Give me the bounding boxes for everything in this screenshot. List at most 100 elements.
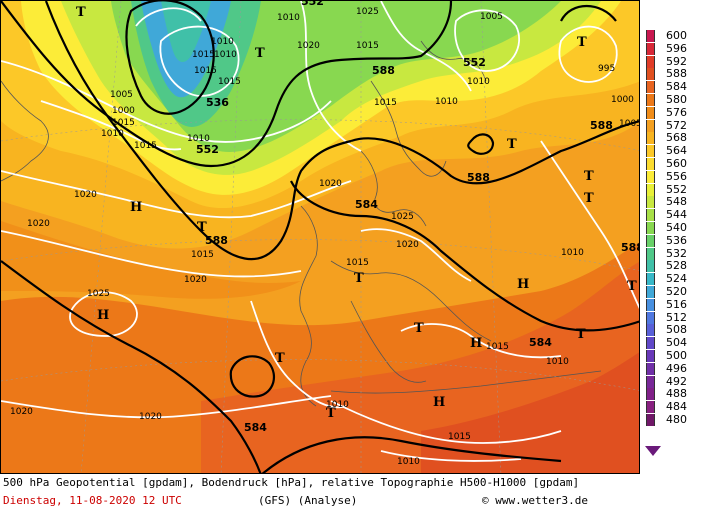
- legend-label: 588: [666, 67, 687, 81]
- pressure-label: 1020: [184, 275, 207, 285]
- legend-row: 496: [642, 362, 702, 375]
- pressure-label: 1010: [397, 457, 420, 467]
- pressure-label: 1025: [87, 289, 110, 299]
- grid-lines: [1, 1, 639, 473]
- pressure-label: 1020: [319, 179, 342, 189]
- pressure-label: 995: [598, 64, 615, 74]
- legend-label: 492: [666, 374, 687, 388]
- legend-swatch: [646, 388, 655, 401]
- legend-swatch: [646, 273, 655, 286]
- legend-label: 564: [666, 144, 687, 158]
- legend-row: 532: [642, 246, 702, 260]
- legend-swatch: [646, 375, 655, 388]
- legend-row: 556: [642, 169, 702, 183]
- geopotential-label: 552: [463, 56, 486, 69]
- legend-row: 548: [642, 195, 702, 209]
- legend-swatch: [646, 81, 655, 94]
- pressure-label: 1020: [139, 412, 162, 422]
- legend-label: 592: [666, 54, 687, 68]
- pressure-label: 1010: [211, 37, 234, 47]
- pressure-label: 1025: [391, 212, 414, 222]
- legend-swatch: [646, 286, 655, 298]
- low-marker: T: [577, 35, 587, 50]
- geopotential-label: 588: [590, 119, 613, 132]
- geopotential-label: 584: [529, 336, 552, 349]
- pressure-label: 1015: [194, 66, 217, 76]
- low-marker: T: [197, 220, 207, 235]
- pressure-label: 1015: [191, 250, 214, 260]
- high-marker: H: [433, 395, 445, 410]
- legend-swatch: [646, 260, 655, 273]
- low-marker: T: [627, 279, 637, 294]
- legend-row: 520: [642, 285, 702, 298]
- high-marker: H: [130, 200, 142, 215]
- legend-row: 544: [642, 208, 702, 222]
- legend-swatch: [646, 222, 655, 234]
- legend-swatch: [646, 234, 655, 247]
- low-marker: T: [275, 351, 285, 366]
- low-marker: T: [414, 321, 424, 336]
- legend-label: 508: [666, 323, 687, 337]
- pressure-label: 1020: [297, 41, 320, 51]
- geopotential-label-group: 552 536 552 588 552 588 588 584 588 584 …: [196, 1, 639, 434]
- legend-label: 528: [666, 259, 687, 273]
- legend-swatch: [646, 158, 655, 170]
- legend-swatch: [646, 94, 655, 106]
- pressure-label-group: 1010 1015 1010 1010 1015 1020 1025 1005 …: [10, 7, 640, 467]
- legend-row: 536: [642, 234, 702, 247]
- pressure-label: 1010: [214, 50, 237, 60]
- legend-label: 580: [666, 93, 687, 106]
- legend-swatch: [646, 298, 655, 311]
- pressure-label: 1010: [277, 13, 300, 23]
- low-marker: T: [76, 5, 86, 20]
- band-528: [161, 1, 211, 63]
- band-576: [1, 221, 301, 299]
- low-marker: T: [584, 191, 594, 206]
- pressure-label: 1010: [326, 400, 349, 410]
- legend-row: 524: [642, 272, 702, 286]
- legend-row: 504: [642, 336, 702, 350]
- legend-label: 556: [666, 169, 687, 183]
- legend-row: 500: [642, 349, 702, 362]
- pressure-label: 1005: [619, 119, 640, 129]
- legend-label: 484: [666, 400, 687, 414]
- pressure-label: 1015: [134, 141, 157, 151]
- legend-label: 552: [666, 182, 687, 196]
- legend-swatch: [646, 350, 655, 362]
- low-marker: T: [354, 271, 364, 286]
- legend-row: 592: [642, 54, 702, 68]
- legend-swatch: [646, 119, 655, 132]
- low-marker: T: [255, 46, 265, 61]
- legend-label: 504: [666, 336, 687, 350]
- legend-label: 532: [666, 246, 687, 260]
- legend-label: 488: [666, 387, 687, 401]
- legend-row: 588: [642, 67, 702, 81]
- legend-swatch: [646, 132, 655, 145]
- coastlines: [1, 40, 602, 407]
- pressure-label: 1020: [74, 190, 97, 200]
- legend-label: 512: [666, 310, 687, 324]
- geopotential-label: 536: [206, 96, 229, 109]
- legend-swatch: [646, 106, 655, 119]
- low-marker: T: [326, 406, 336, 421]
- pressure-label: 1010: [546, 357, 569, 367]
- legend-label: 520: [666, 285, 687, 298]
- pressure-label: 1010: [187, 134, 210, 144]
- weather-map: 552 536 552 588 552 588 588 584 588 584 …: [0, 0, 640, 474]
- legend-swatch: [646, 324, 655, 337]
- legend-label: 568: [666, 131, 687, 145]
- legend-row: 576: [642, 106, 702, 119]
- low-marker: T: [576, 327, 586, 342]
- legend-row: 488: [642, 387, 702, 401]
- map-footer: 500 hPa Geopotential [gpdam], Bodendruck…: [0, 474, 704, 513]
- legend-swatch: [646, 414, 655, 426]
- legend-swatch: [646, 68, 655, 81]
- pressure-label: 1020: [27, 219, 50, 229]
- legend-swatch: [646, 55, 655, 68]
- low-marker: T: [584, 169, 594, 184]
- copyright-link[interactable]: © www.wetter3.de: [482, 494, 588, 507]
- pressure-label: 1015: [448, 432, 471, 442]
- pressure-label: 1000: [611, 95, 634, 105]
- legend-row: 584: [642, 80, 702, 94]
- legend-label: 584: [666, 80, 687, 94]
